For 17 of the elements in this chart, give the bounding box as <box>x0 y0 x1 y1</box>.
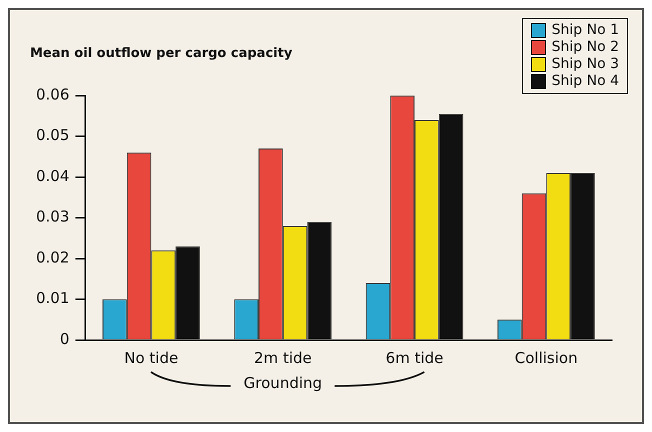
y-tick-label: 0 <box>60 330 70 348</box>
text: Grounding <box>242 374 324 392</box>
x-tick-label: 6m tide <box>386 348 444 367</box>
y-tick-label: 0.03 <box>36 208 70 226</box>
legend-label: Ship No 2 <box>552 39 619 56</box>
y-tick-label: 0.02 <box>36 248 70 266</box>
y-tick-label: 0.06 <box>36 85 70 104</box>
legend-label: Ship No 3 <box>552 56 619 73</box>
chart-title: Mean oil outflow per cargo capacity <box>30 46 293 62</box>
y-tick-label: 0.01 <box>36 289 70 308</box>
x-tick-label: 2m tide <box>254 348 312 367</box>
y-tick-label: 0.05 <box>36 126 70 144</box>
y-tick-label: 0.04 <box>36 166 70 185</box>
legend-label: Ship No 4 <box>552 73 619 90</box>
x-tick-label: Collision <box>514 348 578 367</box>
x-tick-label: No tide <box>124 348 178 367</box>
legend-label: Ship No 1 <box>552 22 619 39</box>
